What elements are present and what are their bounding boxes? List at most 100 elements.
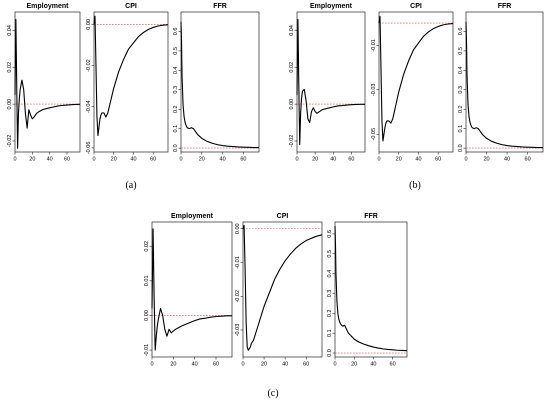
- x-tick-label: 60: [213, 362, 219, 368]
- caption-b: (b): [409, 180, 421, 191]
- x-tick-label: 40: [370, 362, 376, 368]
- x-tick-label: 40: [330, 157, 336, 163]
- panel-title: CPI: [277, 213, 289, 220]
- x-tick-label: 0: [150, 362, 153, 368]
- y-tick-label: 0.00: [7, 99, 13, 110]
- x-tick-label: 0: [13, 157, 16, 163]
- irf-line-ffr: [465, 21, 543, 149]
- y-tick-label: -0.01: [371, 39, 377, 52]
- irf-line-employment: [296, 18, 365, 146]
- y-tick-label: 0.00: [235, 223, 241, 234]
- y-tick-label: 0.04: [289, 25, 295, 36]
- y-tick-label: 0.01: [144, 275, 150, 286]
- x-tick-label: 20: [199, 157, 205, 163]
- plot-frame: [180, 11, 260, 153]
- x-tick-label: 0: [241, 362, 244, 368]
- x-tick-label: 60: [525, 157, 531, 163]
- y-tick-label: -0.01: [144, 344, 150, 357]
- panel-ffr: FFR 0 20 40 60 0.0 0.1 0.2 0.3 0.4 0.5 0.6: [327, 213, 408, 368]
- y-tick-label: 0.00: [144, 310, 150, 321]
- y-tick-label: 0.5: [458, 47, 464, 55]
- panel-title: FFR: [498, 3, 512, 10]
- y-tick-label: -0.02: [86, 59, 92, 72]
- x-tick-label: 20: [396, 157, 402, 163]
- plot-frame: [378, 11, 454, 153]
- panel-employment: Employment 0 20 40 60 -0.01 0.00 0.01 0.02: [144, 213, 233, 368]
- x-tick-label: 20: [29, 157, 35, 163]
- panel-cpi: CPI 0 20 40 60 -0.05 -0.03 -0.01: [371, 3, 454, 163]
- y-tick-label: -0.03: [235, 324, 241, 337]
- y-tick-label: 0.3: [327, 290, 333, 298]
- panel-ffr: FFR 0 20 40 60 0.0 0.1 0.2 0.3 0.4 0.5 0.6: [458, 3, 544, 163]
- y-tick-label: 0.5: [327, 250, 333, 258]
- chart-group-c: Employment 0 20 40 60 -0.01 0.00 0.01 0.02 CPI 0 20…: [144, 213, 408, 368]
- y-tick-label: 0.4: [327, 270, 333, 278]
- y-tick-label: 0.00: [86, 19, 92, 30]
- x-tick-label: 40: [220, 157, 226, 163]
- x-tick-label: 60: [240, 157, 246, 163]
- irf-line-employment: [14, 18, 81, 149]
- irf-line-employment: [151, 228, 232, 351]
- y-tick-label: -0.02: [235, 290, 241, 303]
- irf-line-cpi: [378, 15, 454, 142]
- panel-title: Employment: [26, 3, 69, 10]
- irf-line-ffr: [334, 225, 408, 352]
- x-tick-label: 60: [64, 157, 70, 163]
- y-tick-label: -0.03: [371, 84, 377, 97]
- y-tick-label: 0.6: [458, 28, 464, 36]
- y-tick-label: 0.04: [7, 25, 13, 36]
- panel-title: CPI: [125, 3, 137, 10]
- x-tick-label: 40: [282, 362, 288, 368]
- x-tick-label: 0: [295, 157, 298, 163]
- x-tick-label: 60: [435, 157, 441, 163]
- x-tick-label: 0: [92, 157, 95, 163]
- panel-employment: Employment 0 20 40 60 -0.02 0.00 0.02 0.04: [7, 3, 81, 163]
- caption-a: (a): [125, 180, 136, 191]
- x-tick-label: 40: [47, 157, 53, 163]
- x-tick-label: 0: [377, 157, 380, 163]
- y-tick-label: 0.4: [458, 67, 464, 75]
- y-tick-label: 0.02: [144, 241, 150, 252]
- x-tick-label: 0: [333, 362, 336, 368]
- panel-title: CPI: [410, 3, 422, 10]
- y-tick-label: 0.2: [327, 309, 333, 317]
- plot-frame: [151, 221, 233, 358]
- panel-cpi: CPI 0 20 40 60 -0.03 -0.02 -0.01 0.00: [235, 213, 323, 368]
- x-tick-label: 40: [415, 157, 421, 163]
- panel-title: FFR: [364, 213, 378, 220]
- y-tick-label: 0.1: [458, 125, 464, 133]
- y-tick-label: 0.3: [458, 86, 464, 94]
- plot-frame: [296, 11, 366, 153]
- x-tick-label: 0: [179, 157, 182, 163]
- y-tick-label: -0.01: [235, 256, 241, 269]
- y-tick-label: 0.1: [173, 125, 179, 133]
- y-tick-label: 0.6: [327, 230, 333, 238]
- y-tick-label: -0.05: [371, 128, 377, 141]
- x-tick-label: 20: [312, 157, 318, 163]
- y-tick-label: 0.4: [173, 67, 179, 75]
- x-tick-label: 20: [170, 362, 176, 368]
- plot-frame: [242, 221, 323, 358]
- panel-title: Employment: [171, 213, 214, 220]
- irf-line-ffr: [180, 21, 259, 149]
- panel-title: Employment: [310, 3, 353, 10]
- panel-ffr: FFR 0 20 40 60 0.0 0.1 0.2 0.3 0.4 0.5 0.6: [173, 3, 260, 163]
- y-tick-label: 0.5: [173, 47, 179, 55]
- x-tick-label: 40: [130, 157, 136, 163]
- plot-frame: [14, 11, 81, 153]
- plot-frame: [93, 11, 169, 153]
- y-tick-label: 0.2: [458, 105, 464, 113]
- x-tick-label: 20: [351, 362, 357, 368]
- y-tick-label: 0.0: [173, 144, 179, 152]
- x-tick-label: 20: [261, 362, 267, 368]
- y-tick-label: 0.3: [173, 86, 179, 94]
- x-tick-label: 60: [303, 362, 309, 368]
- y-tick-label: -0.02: [7, 135, 13, 148]
- y-tick-label: 0.00: [289, 99, 295, 110]
- x-tick-label: 0: [464, 157, 467, 163]
- panel-employment: Employment 0 20 40 60 -0.02 0.00 0.02 0.04: [289, 3, 366, 163]
- panel-title: FFR: [213, 3, 227, 10]
